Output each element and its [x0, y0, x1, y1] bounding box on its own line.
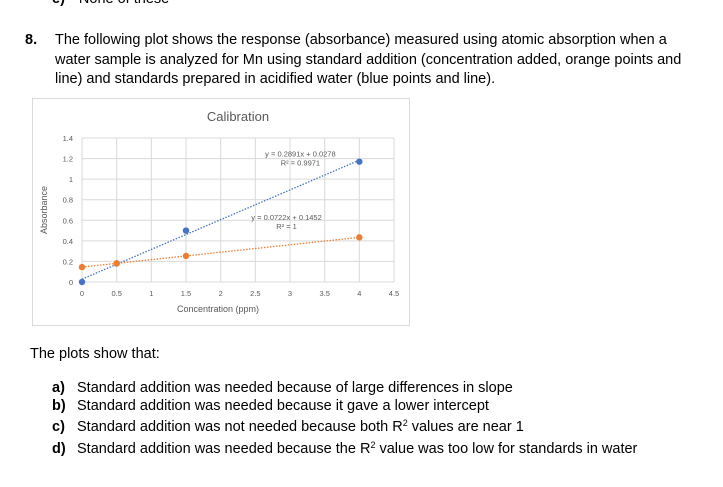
x-tick-label: 2.5: [250, 289, 260, 298]
x-tick-label: 0: [80, 289, 84, 298]
prompt: The plots show that:: [30, 346, 160, 362]
question-number: 8.: [25, 32, 38, 48]
data-point: [182, 252, 190, 260]
option-text: Standard addition was needed because of …: [77, 380, 513, 396]
option-text: Standard addition was needed because it …: [77, 397, 489, 414]
x-tick-label: 3: [288, 289, 292, 298]
answer-options: a) Standard addition was needed because o…: [52, 380, 637, 458]
data-point: [78, 263, 86, 271]
x-tick-label: 3.5: [319, 289, 329, 298]
trendline-equation: y = 0.2891x + 0.0278: [265, 150, 335, 159]
trendline-r2: R² = 0.9971: [281, 159, 320, 168]
option-label: a): [52, 380, 65, 396]
trendline: [81, 159, 360, 280]
superscript: 2: [370, 439, 376, 450]
option-a[interactable]: a) Standard addition was needed because o…: [52, 380, 637, 398]
y-tick-label: 1.4: [63, 134, 73, 143]
y-tick-label: 0.6: [63, 216, 73, 225]
question: 8. The following plot shows the response…: [25, 31, 685, 90]
trendline-equation: y = 0.0722x + 0.1452: [251, 213, 321, 222]
x-tick-label: 1.5: [181, 289, 191, 298]
option-d[interactable]: d) Standard addition was needed because t…: [52, 437, 637, 459]
y-tick-label: 0.8: [63, 196, 73, 205]
x-tick-label: 4: [357, 289, 361, 298]
data-point: [356, 158, 363, 165]
previous-option-text: None of these: [79, 0, 169, 7]
option-c[interactable]: c) Standard addition was not needed becau…: [52, 415, 637, 437]
y-tick-label: 0.2: [63, 257, 73, 266]
y-axis-label: Absorbance: [39, 186, 49, 234]
previous-option-label: e): [52, 0, 65, 7]
x-tick-label: 4.5: [389, 289, 399, 298]
y-tick-label: 1: [69, 175, 73, 184]
y-tick-label: 1.2: [63, 155, 73, 164]
calibration-chart: Calibration 0 0.2 0.4 0.6 0.8 1 1.2 1.4 0 0.5 1 1.5 2…: [32, 98, 410, 326]
previous-option: e) None of these: [52, 0, 169, 7]
data-point: [182, 227, 190, 234]
option-text: Standard addition was not needed because…: [77, 419, 403, 435]
option-text-end: value was too low for standards in water: [375, 440, 638, 457]
option-label: b): [52, 397, 66, 414]
option-b[interactable]: b) Standard addition was needed because i…: [52, 398, 637, 416]
option-label: d): [52, 440, 66, 457]
trendline-r2: R² = 1: [276, 222, 297, 231]
trendline: [81, 236, 360, 268]
x-tick-label: 0.5: [111, 289, 121, 298]
y-tick-label: 0: [69, 278, 73, 287]
data-point: [113, 260, 120, 267]
y-tick-label: 0.4: [63, 237, 73, 246]
option-label: c): [52, 419, 65, 435]
data-point: [356, 234, 363, 241]
x-axis-label: Concentration (ppm): [177, 304, 259, 314]
superscript: 2: [402, 418, 408, 428]
option-text-end: values are near 1: [407, 419, 524, 435]
data-point: [78, 278, 86, 286]
question-text: The following plot shows the response (a…: [55, 32, 682, 87]
x-tick-label: 2: [219, 289, 223, 298]
chart-title: Calibration: [207, 109, 269, 124]
x-tick-label: 1: [149, 289, 153, 298]
option-text: Standard addition was needed because the…: [77, 440, 371, 457]
chart-svg: Calibration 0 0.2 0.4 0.6 0.8 1 1.2 1.4 0 0.5 1 1.5 2…: [39, 109, 399, 314]
